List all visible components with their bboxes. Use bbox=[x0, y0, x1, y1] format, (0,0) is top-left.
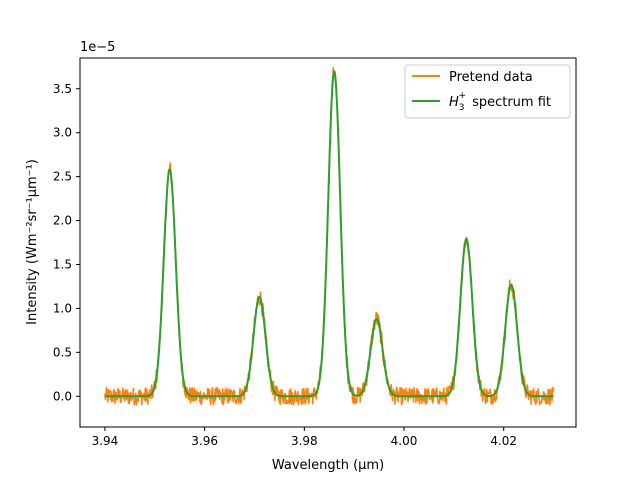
legend-box bbox=[404, 64, 571, 119]
x-tick-label: 3.98 bbox=[291, 434, 318, 448]
legend-label-spectrum-fit: H3+ spectrum fit bbox=[449, 91, 551, 113]
y-tick-label: 0.5 bbox=[53, 345, 72, 359]
plot-frame bbox=[79, 57, 577, 428]
y-scale-label: 1e−5 bbox=[80, 40, 115, 55]
y-tick-label: 2.5 bbox=[53, 170, 72, 184]
legend-label-pretend-data: Pretend data bbox=[449, 70, 533, 85]
y-tick-label: 2.0 bbox=[53, 214, 72, 228]
x-tick-label: 3.96 bbox=[191, 434, 218, 448]
x-tick-label: 3.94 bbox=[92, 434, 119, 448]
y-tick-label: 3.5 bbox=[53, 82, 72, 96]
plot-lines bbox=[104, 66, 555, 406]
legend: Pretend data H3+ spectrum fit bbox=[404, 64, 571, 119]
x-axis: 3.94 3.96 3.98 4.00 4.02 bbox=[92, 427, 517, 448]
x-axis-label: Wavelength (μm) bbox=[272, 458, 384, 473]
y-tick-label: 1.5 bbox=[53, 257, 72, 271]
y-tick-label: 3.0 bbox=[53, 126, 72, 140]
series-line-spectrum-fit bbox=[104, 70, 555, 398]
y-axis-label: Intensity (Wm⁻²sr⁻¹μm⁻¹) bbox=[25, 159, 40, 325]
y-tick-label: 0.0 bbox=[53, 389, 72, 403]
y-tick-label: 1.0 bbox=[53, 301, 72, 315]
x-tick-label: 4.00 bbox=[391, 434, 418, 448]
x-tick-label: 4.02 bbox=[490, 434, 517, 448]
y-axis: 0.0 0.5 1.0 1.5 2.0 2.5 3.0 3.5 bbox=[53, 82, 80, 403]
